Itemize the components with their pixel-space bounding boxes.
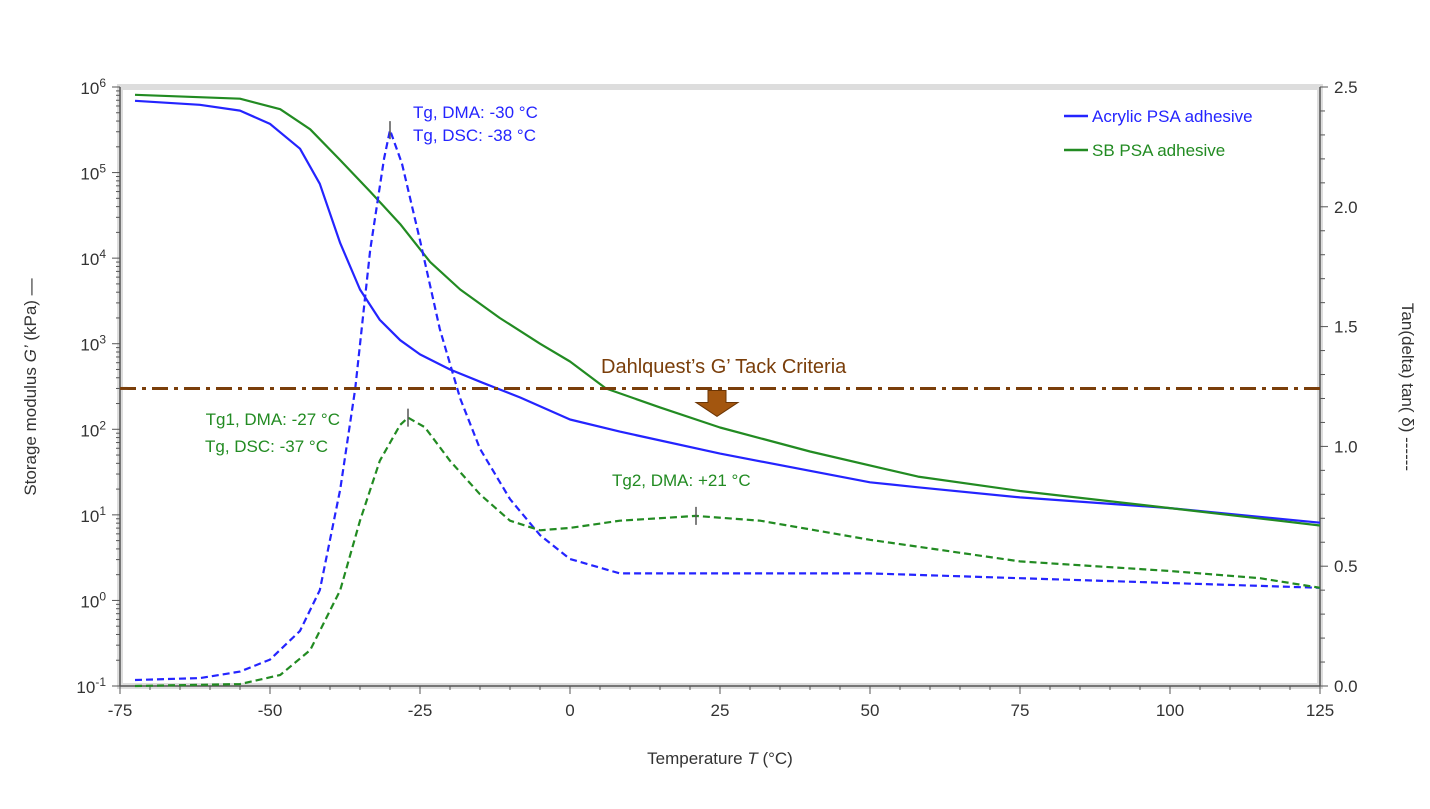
y-right-tick-label: 1.5 <box>1334 318 1358 337</box>
y-left-tick-label: 101 <box>80 504 106 526</box>
annotation-sb-tg-dsc: Tg, DSC: -37 °C <box>205 437 328 456</box>
annotation-acrylic-tg-dma: Tg, DMA: -30 °C <box>413 103 538 122</box>
x-tick-label: 0 <box>565 701 574 720</box>
x-tick-label: -25 <box>408 701 433 720</box>
y-right-tick-label: 2.0 <box>1334 198 1358 217</box>
legend-label-sb: SB PSA adhesive <box>1092 141 1225 160</box>
annotation-acrylic-tg-dsc: Tg, DSC: -38 °C <box>413 126 536 145</box>
legend: Acrylic PSA adhesive SB PSA adhesive <box>1064 107 1253 160</box>
y-axis-left-label: Storage modulus G’ (kPa) — <box>21 278 40 495</box>
annotation-sb-tg2-dma: Tg2, DMA: +21 °C <box>612 471 751 490</box>
x-tick-label: 125 <box>1306 701 1334 720</box>
down-arrow-icon <box>694 389 740 418</box>
y-left-tick-label: 100 <box>80 589 106 611</box>
x-tick-label: -50 <box>258 701 283 720</box>
series-line-storage-modulus-sb <box>134 93 1321 527</box>
y-left-tick-label: 10-1 <box>76 675 106 697</box>
y-left-tick-label: 103 <box>80 333 106 355</box>
series-line-tan-delta-acrylic <box>134 129 1321 682</box>
annotation-sb-tg1-dma: Tg1, DMA: -27 °C <box>206 410 340 429</box>
series-line-tan-delta-sb <box>134 416 1321 688</box>
x-tick-label: -75 <box>108 701 133 720</box>
y-left-tick-label: 105 <box>80 162 106 184</box>
x-tick-label: 50 <box>861 701 880 720</box>
criteria-label: Dahlquest’s G’ Tack Criteria <box>601 356 847 378</box>
series-line-storage-modulus-acrylic <box>134 99 1321 524</box>
y-left-tick-label: 106 <box>80 76 106 98</box>
x-tick-label: 25 <box>711 701 730 720</box>
y-right-tick-label: 0.0 <box>1334 677 1358 696</box>
y-right-tick-label: 2.5 <box>1334 78 1358 97</box>
x-axis-label: Temperature T (°C) <box>647 749 793 768</box>
y-right-tick-label: 1.0 <box>1334 437 1358 456</box>
x-tick-label: 75 <box>1011 701 1030 720</box>
x-tick-label: 100 <box>1156 701 1184 720</box>
plot-area <box>117 84 1323 689</box>
y-axis-right-label: Tan(delta) tan( δ) ------ <box>1398 303 1417 471</box>
y-right-tick-label: 0.5 <box>1334 557 1358 576</box>
y-left-tick-label: 104 <box>80 247 106 269</box>
y-left-tick-label: 102 <box>80 418 106 440</box>
legend-label-acrylic: Acrylic PSA adhesive <box>1092 107 1253 126</box>
